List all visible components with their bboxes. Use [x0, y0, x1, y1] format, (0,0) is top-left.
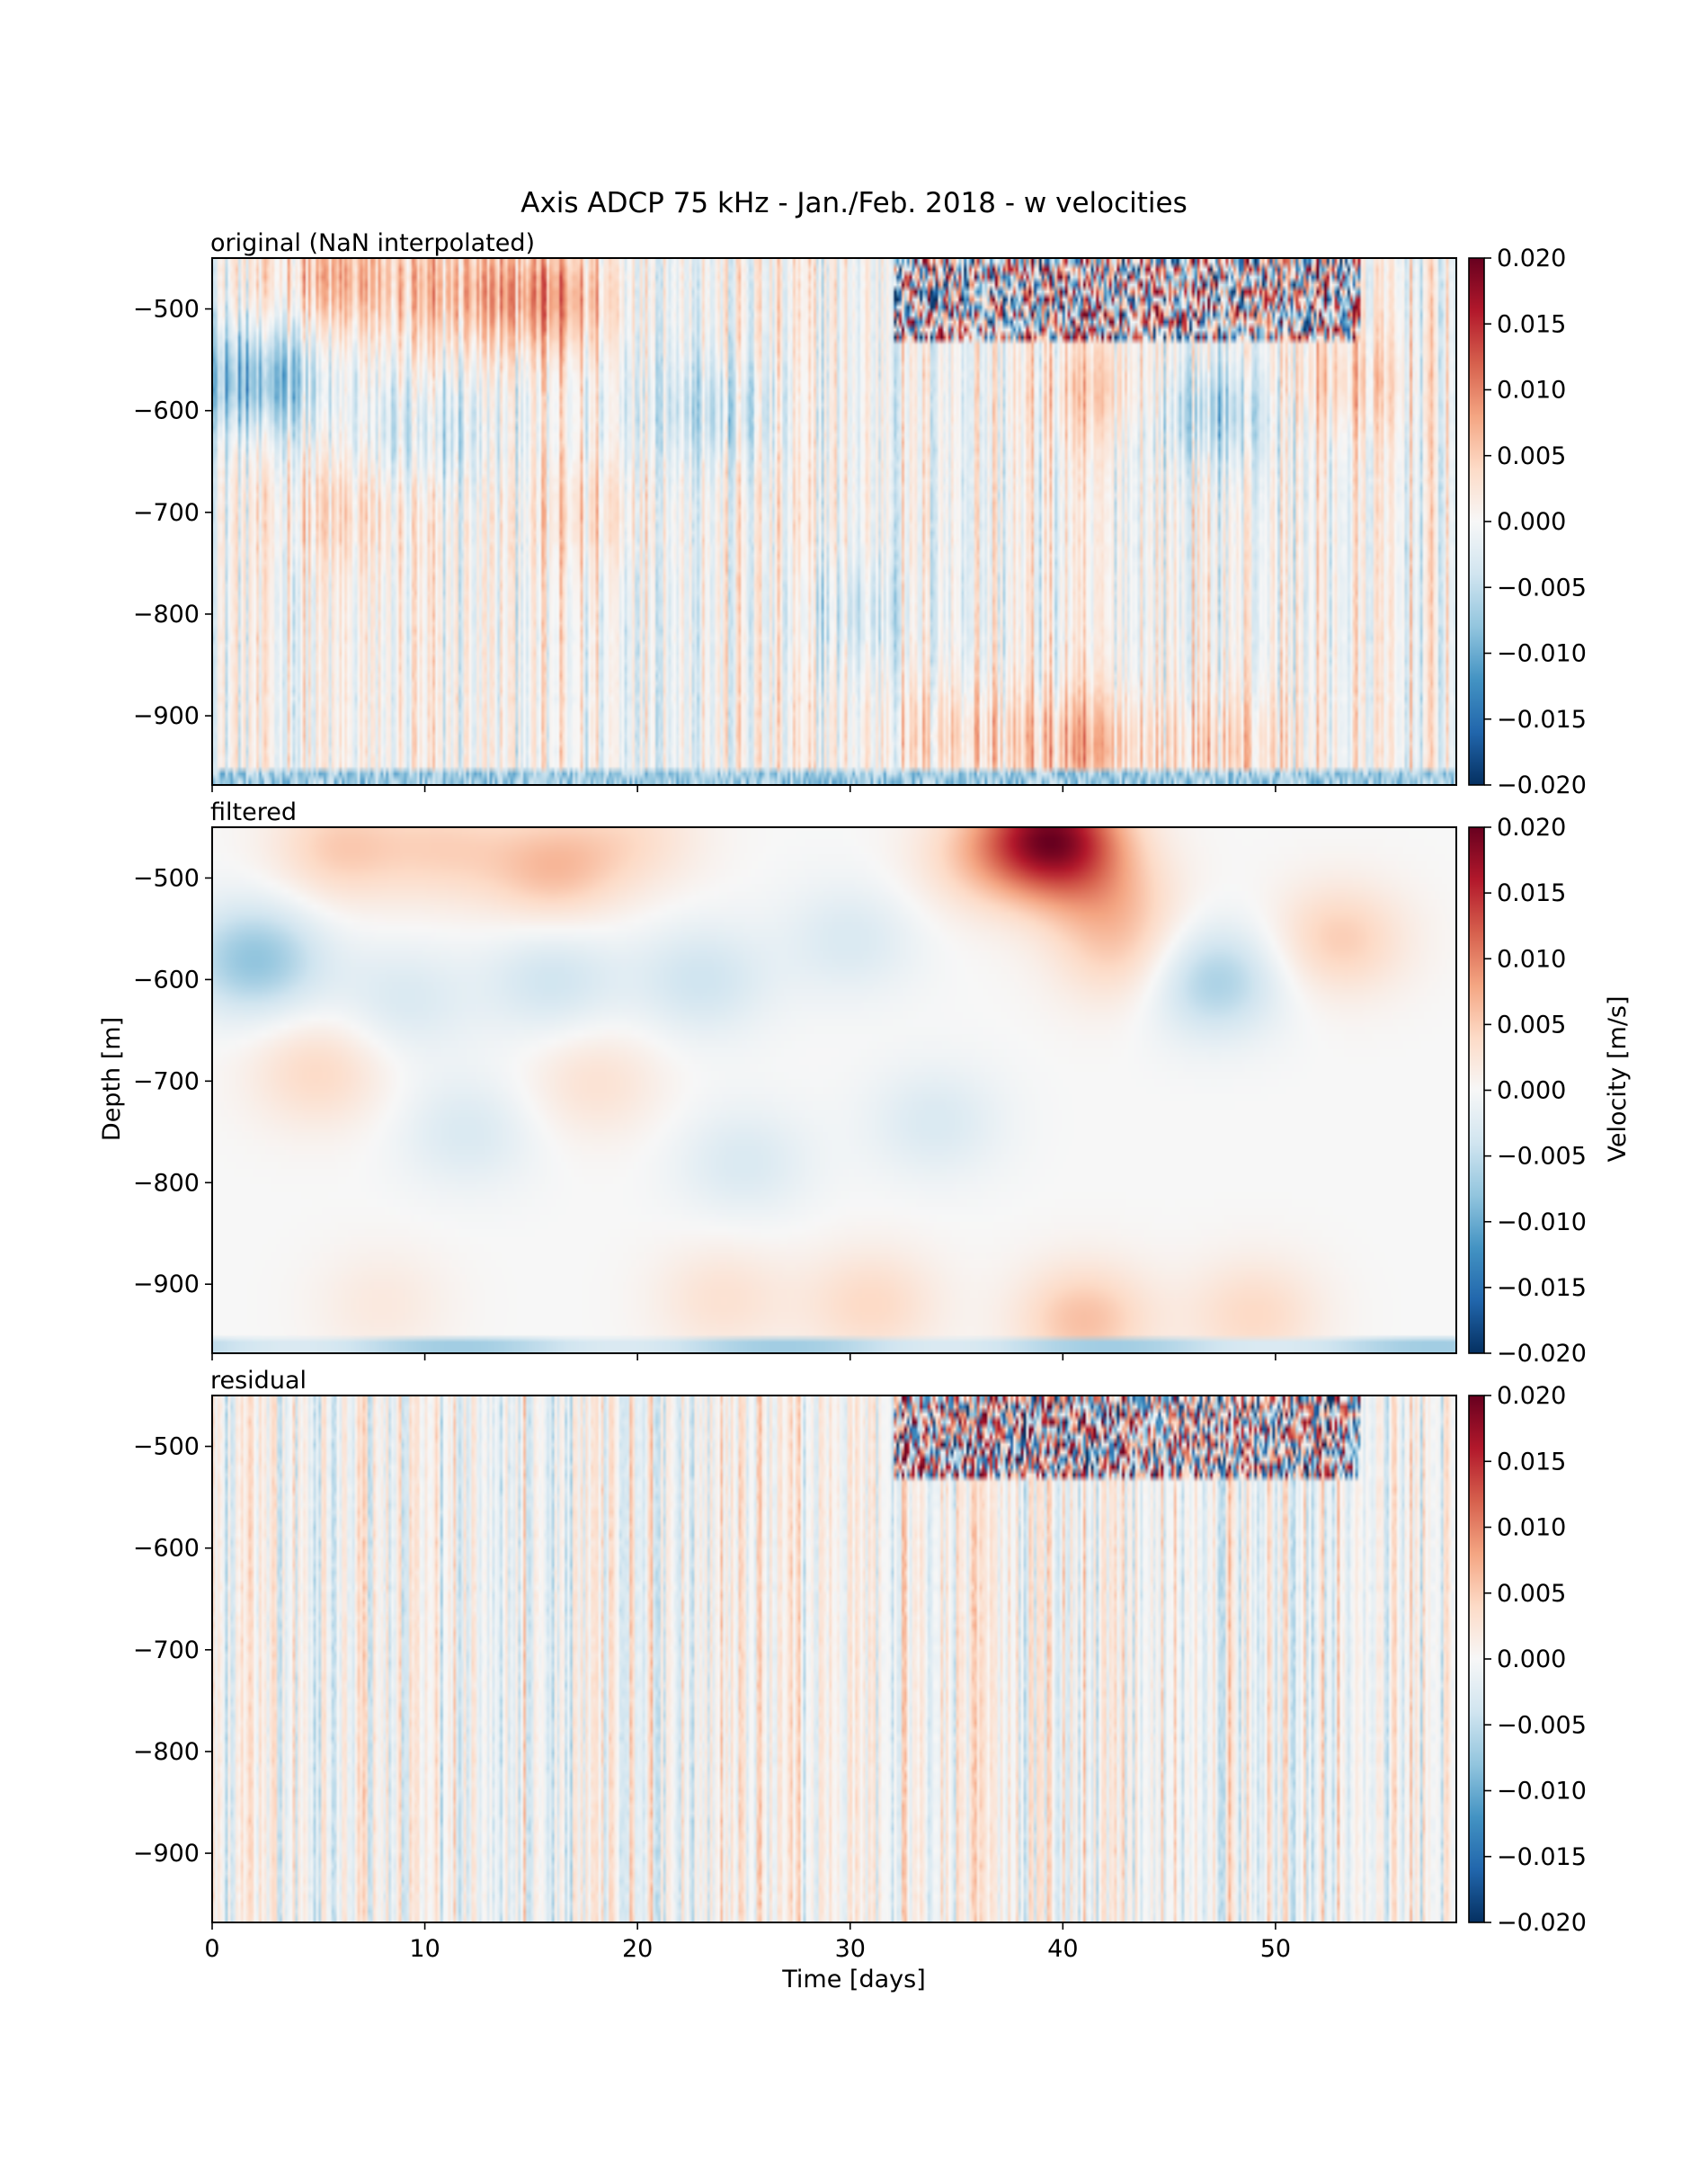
colorbar-tick-label: −0.010: [1497, 1208, 1587, 1236]
colorbar-tick-label: −0.005: [1497, 1711, 1587, 1739]
axes-frame: [211, 257, 1457, 786]
axes-frame: [211, 1395, 1457, 1923]
y-tick-label: −500: [133, 1433, 200, 1461]
colorbar-label: Velocity [m/s]: [1604, 995, 1632, 1162]
heatmap-image: [212, 1396, 1456, 1922]
panel-label: filtered: [210, 798, 297, 826]
x-tick-label: 30: [835, 1935, 866, 1963]
colorbar-tick-label: 0.010: [1497, 1514, 1566, 1542]
colorbar-tick-label: 0.005: [1497, 1011, 1566, 1039]
colorbar-tick-label: −0.005: [1497, 574, 1587, 602]
colorbar-tick-label: −0.015: [1497, 1843, 1587, 1871]
colorbar-tick-label: −0.015: [1497, 706, 1587, 734]
colorbar-tick-label: 0.015: [1497, 1448, 1566, 1476]
colorbar-tick-label: 0.020: [1497, 814, 1566, 842]
colorbar-tick-label: 0.010: [1497, 945, 1566, 973]
x-tick-label: 10: [409, 1935, 440, 1963]
x-tick-label: 40: [1047, 1935, 1078, 1963]
y-tick-label: −500: [133, 864, 200, 892]
panel-label: original (NaN interpolated): [210, 229, 535, 257]
y-tick-label: −700: [133, 1067, 200, 1095]
y-tick-label: −600: [133, 397, 200, 425]
colorbar-tick-label: −0.005: [1497, 1143, 1587, 1171]
colorbar-tick-label: −0.020: [1497, 1340, 1587, 1368]
x-tick-label: 0: [204, 1935, 219, 1963]
colorbar-tick-label: 0.000: [1497, 1645, 1566, 1673]
colorbar-tick-label: 0.015: [1497, 310, 1566, 338]
panel-1: original (NaN interpolated) −500 −600 −700 −…: [133, 229, 1587, 799]
colorbar-tick-label: 0.015: [1497, 879, 1566, 907]
heatmap-image: [212, 827, 1456, 1353]
x-axis-label: Time [days]: [781, 1966, 925, 1993]
panel-label: residual: [210, 1367, 307, 1395]
colorbar-tick-label: 0.005: [1497, 1580, 1566, 1608]
x-tick-label: 20: [622, 1935, 653, 1963]
x-tick-label: 50: [1260, 1935, 1291, 1963]
colorbar: [1468, 1395, 1485, 1923]
y-tick-label: −700: [133, 1636, 200, 1664]
panel-3: residual −500 −600 −700 −800 −900 0 10 20 30 40 50 0…: [133, 1367, 1587, 1963]
y-tick-label: −900: [133, 702, 200, 730]
y-tick-label: −800: [133, 1169, 200, 1197]
figure-title: Axis ADCP 75 kHz - Jan./Feb. 2018 - w ve…: [520, 187, 1188, 219]
y-tick-label: −600: [133, 966, 200, 994]
panel-2: filtered −500 −600 −700 −800 −900 0.020 0.015 0.…: [133, 798, 1587, 1368]
colorbar-tick-label: −0.020: [1497, 771, 1587, 799]
y-tick-label: −600: [133, 1535, 200, 1563]
colorbar-tick-label: 0.020: [1497, 1382, 1566, 1410]
colorbar: [1468, 826, 1485, 1354]
y-tick-label: −900: [133, 1271, 200, 1298]
colorbar-tick-label: 0.000: [1497, 508, 1566, 536]
colorbar-tick-label: 0.005: [1497, 442, 1566, 470]
colorbar-tick-label: −0.015: [1497, 1274, 1587, 1302]
axes-frame: [211, 826, 1457, 1354]
y-axis-label: Depth [m]: [98, 1017, 126, 1141]
heatmap-panels: original (NaN interpolated) −500 −600 −700 −…: [133, 229, 1587, 1963]
colorbar-tick-label: −0.010: [1497, 1778, 1587, 1806]
y-tick-label: −800: [133, 601, 200, 629]
y-tick-label: −500: [133, 296, 200, 324]
colorbar-tick-label: −0.020: [1497, 1909, 1587, 1937]
colorbar-tick-label: 0.010: [1497, 377, 1566, 405]
y-tick-label: −700: [133, 499, 200, 527]
colorbar: [1468, 257, 1485, 786]
colorbar-tick-label: 0.000: [1497, 1077, 1566, 1105]
y-tick-label: −900: [133, 1840, 200, 1868]
colorbar-tick-label: 0.020: [1497, 245, 1566, 272]
colorbar-tick-label: −0.010: [1497, 640, 1587, 668]
y-tick-label: −800: [133, 1738, 200, 1766]
heatmap-image: [212, 258, 1456, 785]
